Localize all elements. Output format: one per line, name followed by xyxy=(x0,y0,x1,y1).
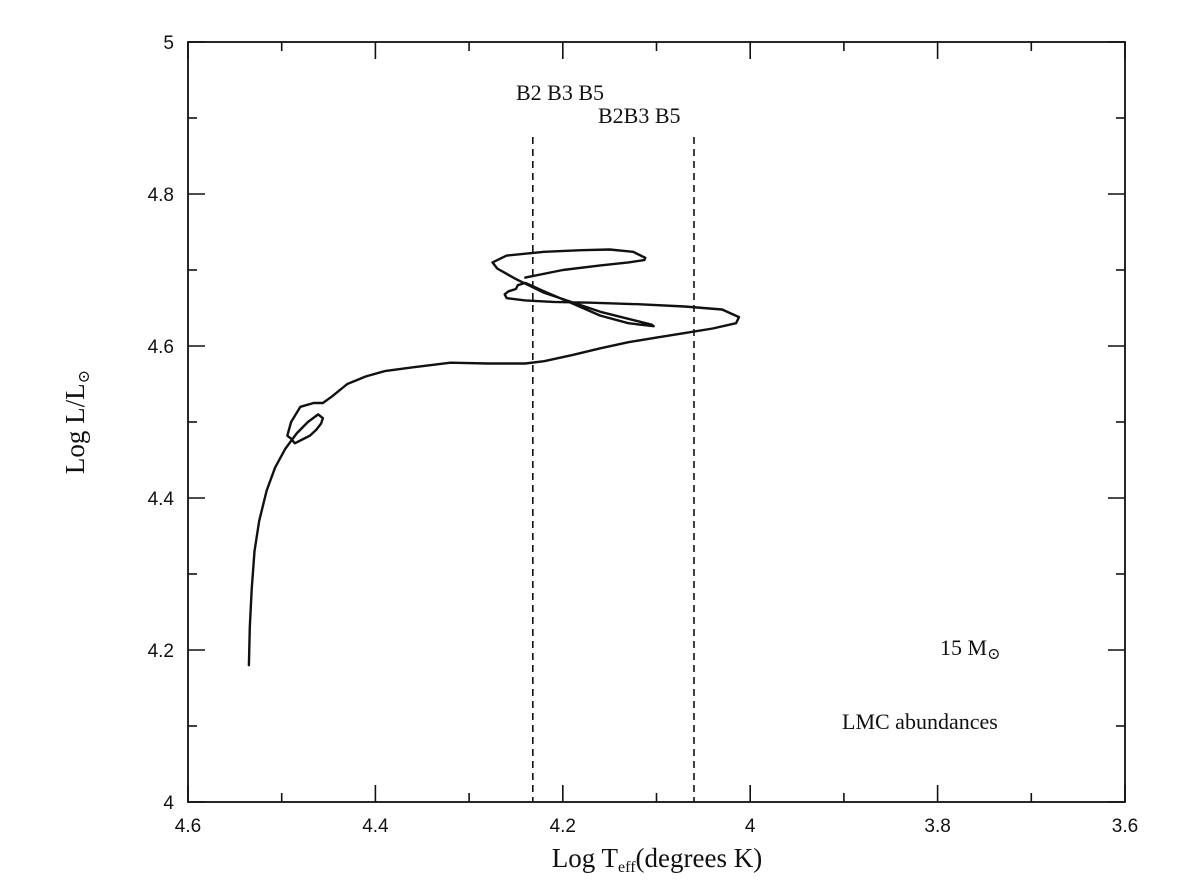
x-tick-label: 4 xyxy=(745,816,756,837)
y-tick-label: 4.6 xyxy=(148,337,174,358)
x-tick-label: 4.2 xyxy=(550,816,576,837)
evolutionary-track xyxy=(247,248,741,667)
x-tick-label: 3.8 xyxy=(924,816,950,837)
y-tick-label: 4.8 xyxy=(148,185,174,206)
spectral-type-labels: B2B3 B5 xyxy=(598,103,681,128)
tick-labels: 4.6 4.4 4.2 4 3.8 3.6 4 4.2 4.4 4.6 4.8 5 xyxy=(148,33,1139,837)
y-tick-label: 5 xyxy=(163,33,174,54)
plot-frame xyxy=(187,41,1126,803)
x-tick-label: 4.6 xyxy=(175,816,201,837)
axis-ticks xyxy=(187,41,1126,803)
mass-annotation: 15 M⊙ xyxy=(940,635,1000,663)
x-tick-label: 4.4 xyxy=(362,816,389,837)
abundance-annotation: LMC abundances xyxy=(842,709,998,734)
x-axis-title: Log Teff(degrees K) xyxy=(552,843,762,876)
spectral-type-labels: B2 B3 B5 xyxy=(516,80,604,105)
x-tick-label: 3.6 xyxy=(1112,816,1138,837)
y-axis-title: Log L/L⊙ xyxy=(60,370,93,474)
y-tick-label: 4.2 xyxy=(148,641,174,662)
y-tick-label: 4 xyxy=(163,793,174,814)
y-tick-label: 4.4 xyxy=(148,489,175,510)
